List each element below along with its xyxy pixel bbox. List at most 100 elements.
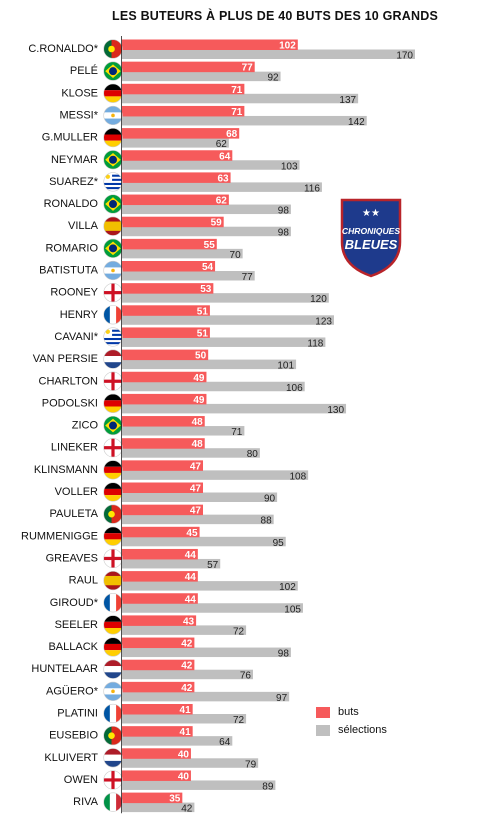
selections-value-label: 120 bbox=[310, 294, 327, 305]
buts-bar bbox=[122, 726, 193, 737]
selections-bar bbox=[122, 647, 291, 658]
portugal-flag-icon bbox=[103, 39, 123, 59]
selections-bar bbox=[122, 780, 276, 790]
selections-bar bbox=[122, 271, 255, 281]
argentina-flag-icon bbox=[103, 681, 123, 701]
selections-bar bbox=[122, 625, 247, 635]
buts-bar bbox=[122, 305, 210, 316]
player-name-label: ROONEY bbox=[50, 287, 98, 299]
germany-flag-icon bbox=[103, 128, 123, 148]
player-name-label: KLOSE bbox=[61, 87, 98, 99]
player-name-label: AGÜERO* bbox=[46, 685, 99, 697]
legend-item-buts: buts bbox=[316, 703, 387, 721]
player-name-label: PODOLSKI bbox=[42, 397, 98, 409]
buts-value-label: 42 bbox=[181, 683, 193, 694]
france-flag-icon bbox=[103, 305, 123, 325]
selections-value-label: 98 bbox=[278, 649, 290, 660]
player-name-label: RAUL bbox=[69, 575, 98, 587]
buts-value-label: 44 bbox=[185, 572, 197, 583]
buts-bar bbox=[122, 659, 195, 671]
player-name-label: OWEN bbox=[64, 774, 98, 786]
brazil-flag-icon bbox=[103, 238, 123, 258]
player-row: PAULETA 47 88 bbox=[50, 504, 274, 527]
buts-bar bbox=[122, 172, 231, 183]
player-row: RAUL 44 102 bbox=[69, 570, 298, 593]
buts-bar bbox=[122, 526, 200, 538]
selections-value-label: 137 bbox=[339, 95, 356, 106]
buts-value-label: 54 bbox=[202, 262, 214, 273]
player-row: HENRY 51 123 bbox=[60, 305, 334, 327]
player-row: RONALDO 62 98 bbox=[44, 194, 291, 217]
england-flag-icon bbox=[103, 548, 123, 569]
france-flag-icon bbox=[103, 703, 123, 724]
selections-value-label: 130 bbox=[327, 405, 344, 416]
buts-value-label: 40 bbox=[178, 749, 190, 760]
buts-bar bbox=[122, 349, 209, 361]
buts-value-label: 71 bbox=[231, 107, 243, 118]
selections-bar bbox=[122, 49, 415, 59]
player-row: OWEN 40 89 bbox=[64, 770, 276, 792]
player-row: SEELER 43 72 bbox=[55, 615, 247, 637]
player-row: BALLACK 42 98 bbox=[48, 637, 291, 660]
selections-bar bbox=[122, 226, 291, 237]
player-name-label: HENRY bbox=[60, 309, 99, 321]
buts-value-label: 51 bbox=[197, 306, 209, 317]
selections-bar bbox=[122, 204, 291, 215]
player-row: GREAVES 44 57 bbox=[46, 548, 221, 571]
buts-value-label: 64 bbox=[219, 151, 231, 162]
player-row: VOLLER 47 90 bbox=[55, 482, 278, 505]
player-row: PLATINI 41 72 bbox=[57, 703, 247, 726]
selections-value-label: 79 bbox=[245, 759, 257, 770]
player-name-label: HUNTELAAR bbox=[31, 663, 98, 675]
logo-stars: ★★ bbox=[362, 208, 380, 219]
selections-value-label: 118 bbox=[307, 338, 323, 349]
selections-value-label: 70 bbox=[230, 250, 242, 261]
brazil-flag-icon bbox=[103, 61, 123, 81]
player-name-label: SUAREZ* bbox=[49, 176, 99, 188]
player-name-label: BATISTUTA bbox=[39, 265, 99, 277]
selections-bar bbox=[122, 802, 195, 813]
buts-value-label: 43 bbox=[183, 616, 195, 627]
player-name-label: RONALDO bbox=[44, 198, 99, 210]
player-row: ZICO 48 71 bbox=[72, 415, 245, 438]
selections-bar bbox=[122, 470, 309, 480]
selections-value-label: 80 bbox=[247, 449, 259, 460]
selections-bar bbox=[122, 138, 229, 148]
selections-value-label: 142 bbox=[348, 117, 365, 128]
selections-value-label: 62 bbox=[216, 139, 228, 150]
buts-bar bbox=[122, 327, 210, 338]
buts-value-label: 55 bbox=[204, 240, 216, 251]
buts-bar bbox=[122, 105, 245, 117]
selections-bar bbox=[122, 736, 233, 746]
buts-value-label: 102 bbox=[279, 41, 296, 52]
argentina-flag-icon bbox=[103, 105, 123, 126]
germany-flag-icon bbox=[103, 83, 123, 103]
selections-bar bbox=[122, 448, 260, 458]
argentina-flag-icon bbox=[103, 260, 123, 281]
buts-value-label: 40 bbox=[178, 771, 190, 782]
buts-value-label: 42 bbox=[181, 639, 193, 650]
legend: buts sélections bbox=[316, 703, 387, 739]
player-name-label: GIROUD* bbox=[50, 597, 99, 609]
selections-bar bbox=[122, 160, 300, 170]
buts-bar bbox=[122, 681, 195, 693]
buts-bar bbox=[122, 504, 204, 516]
selections-value-label: 102 bbox=[279, 582, 296, 593]
italy-flag-icon bbox=[103, 792, 123, 812]
player-name-label: LINEKER bbox=[51, 442, 98, 454]
selections-bar bbox=[122, 758, 259, 768]
chart-title: LES BUTEURS À PLUS DE 40 BUTS DES 10 GRA… bbox=[111, 9, 439, 23]
selections-bar bbox=[122, 403, 347, 414]
player-name-label: GREAVES bbox=[46, 552, 98, 564]
player-row: ROMARIO 55 70 bbox=[45, 238, 243, 261]
selections-value-label: 64 bbox=[219, 737, 231, 748]
player-name-label: PLATINI bbox=[57, 708, 98, 720]
selections-value-label: 98 bbox=[278, 206, 290, 217]
uruguay-flag-icon bbox=[103, 172, 123, 192]
buts-bar bbox=[122, 83, 245, 95]
buts-bar bbox=[122, 238, 217, 250]
buts-value-label: 53 bbox=[200, 284, 212, 295]
